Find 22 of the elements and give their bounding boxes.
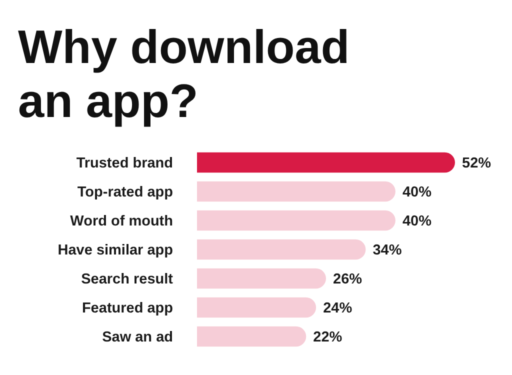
data-label: 52% (462, 156, 492, 172)
data-label: 22% (313, 330, 342, 346)
bar (197, 239, 366, 260)
bar (197, 326, 306, 347)
y-tick-label: Have similar app (58, 242, 174, 259)
chart-title: Why download an app? (18, 20, 350, 127)
bar (197, 152, 455, 173)
bar (197, 181, 396, 202)
bar (197, 297, 316, 318)
y-tick-label: Featured app (82, 300, 174, 317)
bar (197, 268, 326, 289)
y-tick-label: Word of mouth (70, 214, 173, 230)
data-label: 40% (402, 214, 432, 230)
data-label: 26% (333, 272, 362, 288)
data-label: 40% (402, 184, 432, 201)
data-label: 34% (372, 242, 402, 259)
bar (197, 210, 396, 231)
y-tick-label: Search result (81, 272, 174, 288)
y-tick-label: Top-rated app (77, 184, 174, 201)
y-tick-label: Trusted brand (76, 156, 173, 172)
y-tick-label: Saw an ad (102, 330, 173, 346)
data-label: 24% (323, 300, 352, 317)
